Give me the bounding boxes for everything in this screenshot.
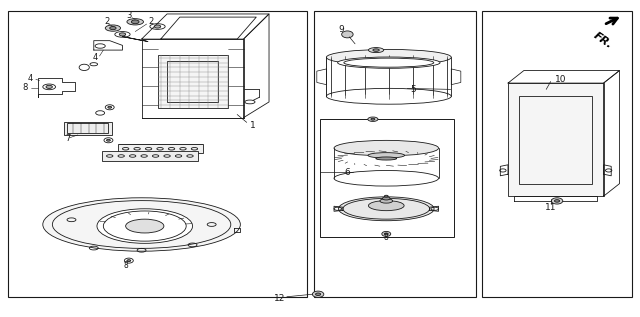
Text: 1: 1 bbox=[250, 121, 256, 130]
Ellipse shape bbox=[127, 260, 131, 262]
Ellipse shape bbox=[383, 197, 390, 200]
Ellipse shape bbox=[373, 49, 380, 51]
Text: 8: 8 bbox=[23, 83, 28, 92]
Text: 10: 10 bbox=[554, 75, 566, 84]
Ellipse shape bbox=[97, 209, 193, 243]
Ellipse shape bbox=[43, 198, 241, 251]
Ellipse shape bbox=[109, 27, 116, 30]
Ellipse shape bbox=[380, 199, 393, 203]
Ellipse shape bbox=[108, 106, 111, 108]
Ellipse shape bbox=[131, 20, 139, 24]
Text: 12: 12 bbox=[273, 294, 285, 302]
Ellipse shape bbox=[339, 197, 434, 221]
Ellipse shape bbox=[376, 157, 397, 160]
Ellipse shape bbox=[105, 25, 120, 31]
Bar bbox=[102, 151, 198, 161]
Text: 6: 6 bbox=[345, 168, 351, 177]
Bar bbox=[520, 96, 592, 184]
Ellipse shape bbox=[382, 231, 391, 236]
Bar bbox=[483, 11, 632, 297]
Text: 8: 8 bbox=[124, 261, 128, 270]
Text: 4: 4 bbox=[93, 54, 99, 62]
Ellipse shape bbox=[342, 31, 353, 38]
Ellipse shape bbox=[369, 201, 404, 211]
Ellipse shape bbox=[312, 291, 324, 297]
Ellipse shape bbox=[368, 153, 404, 158]
Bar bbox=[314, 11, 476, 297]
Ellipse shape bbox=[326, 49, 451, 65]
Bar bbox=[118, 144, 204, 153]
Ellipse shape bbox=[368, 117, 378, 121]
Bar bbox=[67, 123, 108, 133]
Ellipse shape bbox=[385, 195, 388, 197]
Ellipse shape bbox=[106, 139, 110, 141]
Bar bbox=[8, 11, 307, 297]
Text: FR.: FR. bbox=[592, 31, 615, 51]
Text: 3: 3 bbox=[126, 11, 132, 20]
Text: 9: 9 bbox=[338, 25, 344, 34]
Bar bbox=[320, 119, 454, 237]
Ellipse shape bbox=[369, 48, 384, 53]
Ellipse shape bbox=[119, 33, 125, 36]
Bar bbox=[157, 55, 228, 108]
Bar bbox=[508, 83, 604, 196]
Ellipse shape bbox=[551, 198, 563, 204]
Text: 7: 7 bbox=[65, 134, 70, 143]
Ellipse shape bbox=[385, 233, 388, 235]
Text: 2: 2 bbox=[148, 17, 154, 26]
Ellipse shape bbox=[554, 200, 559, 202]
Ellipse shape bbox=[46, 85, 52, 88]
Ellipse shape bbox=[125, 219, 164, 233]
Ellipse shape bbox=[127, 19, 143, 25]
Ellipse shape bbox=[338, 57, 440, 68]
Text: 11: 11 bbox=[545, 203, 556, 212]
Ellipse shape bbox=[154, 25, 161, 28]
Text: 5: 5 bbox=[410, 85, 416, 94]
Text: 2: 2 bbox=[104, 17, 109, 26]
Bar bbox=[167, 61, 218, 102]
Ellipse shape bbox=[316, 293, 321, 295]
Text: 8: 8 bbox=[384, 233, 388, 242]
Bar bbox=[64, 122, 111, 135]
Ellipse shape bbox=[371, 118, 375, 120]
Ellipse shape bbox=[334, 140, 438, 156]
Text: 4: 4 bbox=[28, 74, 33, 83]
